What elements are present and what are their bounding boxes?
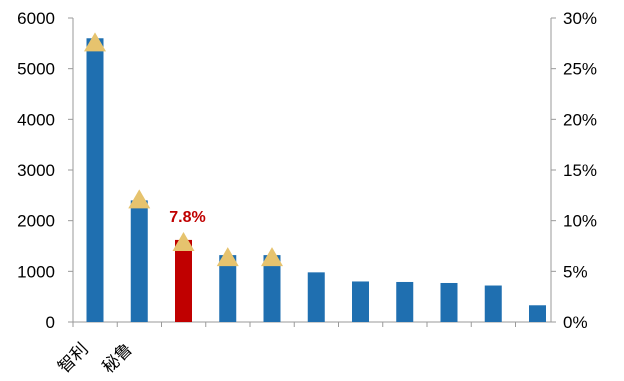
bar xyxy=(307,272,325,322)
bar xyxy=(130,200,148,322)
right-tick-label: 10% xyxy=(563,212,597,231)
x-tick-label: 秘鲁 xyxy=(99,339,136,376)
right-tick-label: 30% xyxy=(563,9,597,28)
right-tick-label: 20% xyxy=(563,110,597,129)
left-tick-label: 3000 xyxy=(17,161,55,180)
right-tick-label: 5% xyxy=(563,262,588,281)
markers-layer xyxy=(84,32,283,267)
bar xyxy=(440,282,458,322)
x-tick-label: 智利 xyxy=(54,339,91,376)
bar xyxy=(175,239,192,322)
bar xyxy=(219,255,237,322)
triangle-marker xyxy=(261,247,283,267)
triangle-marker xyxy=(172,231,195,251)
bar xyxy=(396,281,414,322)
right-tick-label: 0% xyxy=(563,313,588,332)
left-tick-label: 4000 xyxy=(17,110,55,129)
bar xyxy=(352,281,369,322)
triangle-marker xyxy=(216,247,239,267)
bar xyxy=(484,285,502,322)
triangle-marker xyxy=(128,189,151,209)
left-tick-label: 6000 xyxy=(17,9,55,28)
left-tick-label: 2000 xyxy=(17,212,55,231)
annotation-label: 7.8% xyxy=(169,209,205,226)
triangle-marker xyxy=(84,32,106,52)
bar xyxy=(263,255,281,322)
right-tick-label: 15% xyxy=(563,161,597,180)
left-tick-label: 5000 xyxy=(17,60,55,79)
bars-layer xyxy=(86,38,546,323)
left-tick-label: 0 xyxy=(46,313,55,332)
bar xyxy=(529,305,546,322)
bar xyxy=(86,38,104,323)
right-tick-label: 25% xyxy=(563,60,597,79)
left-tick-label: 1000 xyxy=(17,262,55,281)
